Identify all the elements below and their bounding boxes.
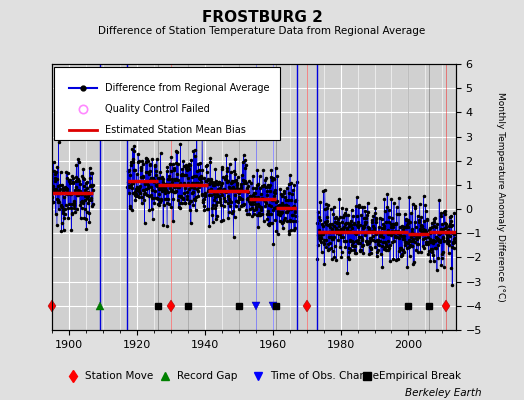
Text: Record Gap: Record Gap <box>178 371 238 381</box>
Text: Difference of Station Temperature Data from Regional Average: Difference of Station Temperature Data f… <box>99 26 425 36</box>
Text: FROSTBURG 2: FROSTBURG 2 <box>202 10 322 25</box>
Text: Station Move: Station Move <box>85 371 153 381</box>
Text: Estimated Station Mean Bias: Estimated Station Mean Bias <box>105 126 246 136</box>
Text: Time of Obs. Change: Time of Obs. Change <box>270 371 379 381</box>
Y-axis label: Monthly Temperature Anomaly Difference (°C): Monthly Temperature Anomaly Difference (… <box>496 92 505 302</box>
Text: Berkeley Earth: Berkeley Earth <box>406 388 482 398</box>
Text: Empirical Break: Empirical Break <box>379 371 461 381</box>
Text: Quality Control Failed: Quality Control Failed <box>105 104 210 114</box>
Text: Difference from Regional Average: Difference from Regional Average <box>105 83 269 93</box>
FancyBboxPatch shape <box>54 67 280 140</box>
